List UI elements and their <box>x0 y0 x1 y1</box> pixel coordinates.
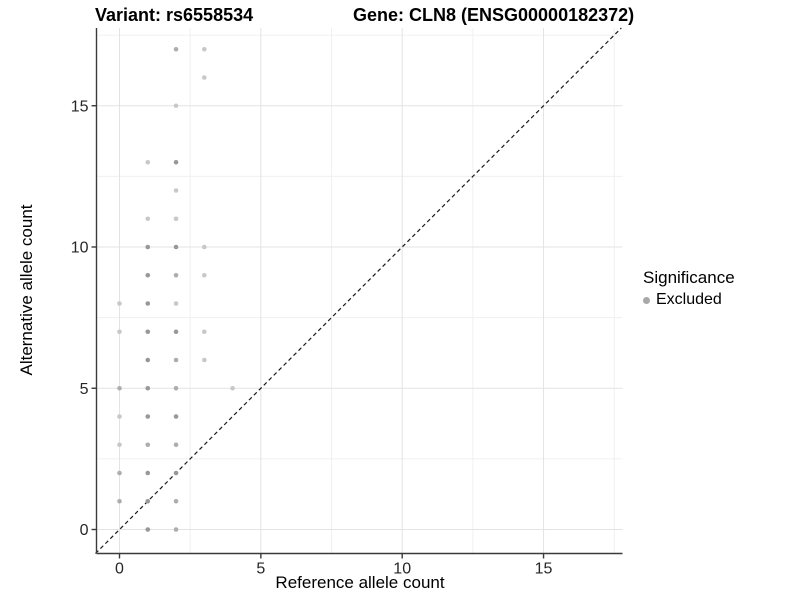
data-point <box>230 385 235 391</box>
identity-line <box>95 27 622 554</box>
data-point <box>173 357 179 363</box>
data-point <box>117 414 122 419</box>
data-point <box>173 470 179 476</box>
legend: Significance Excluded <box>643 268 735 309</box>
legend-item-label: Excluded <box>656 291 722 308</box>
x-tick-label: 15 <box>535 561 553 578</box>
data-point <box>202 272 207 278</box>
data-point <box>173 272 179 278</box>
data-point <box>117 329 122 335</box>
y-tick-label: 15 <box>71 98 89 115</box>
data-point <box>173 188 179 193</box>
legend-point-icon <box>643 296 650 304</box>
data-point <box>202 75 207 80</box>
data-point <box>145 527 151 532</box>
data-point <box>173 301 179 306</box>
data-point <box>117 442 122 448</box>
data-point <box>145 470 151 476</box>
data-point <box>202 357 207 363</box>
gene-title: Gene: CLN8 (ENSG00000182372) <box>353 5 635 25</box>
data-point <box>173 527 179 532</box>
data-point <box>117 301 122 306</box>
y-tick-label: 10 <box>71 240 89 257</box>
data-point <box>145 414 151 419</box>
data-point <box>145 329 151 335</box>
data-point <box>145 272 151 278</box>
x-axis-title: Reference allele count <box>275 573 445 592</box>
y-tick-label: 5 <box>80 381 89 398</box>
data-point <box>117 470 122 476</box>
data-point <box>173 414 179 419</box>
data-point <box>173 103 179 109</box>
data-point <box>145 159 151 165</box>
data-point <box>202 244 207 250</box>
data-point <box>117 498 122 504</box>
data-point <box>173 244 179 250</box>
data-point <box>202 329 207 335</box>
data-point <box>145 498 151 504</box>
y-tick-label: 0 <box>80 522 89 539</box>
data-point <box>202 46 207 52</box>
data-point <box>173 216 179 222</box>
legend-item-excluded: Excluded <box>643 291 735 309</box>
variant-title: Variant: rs6558534 <box>95 5 254 25</box>
data-point <box>145 301 151 306</box>
data-point <box>145 357 151 363</box>
data-point <box>173 498 179 504</box>
data-point <box>145 385 151 391</box>
data-point <box>173 46 179 52</box>
legend-title: Significance <box>643 268 735 287</box>
x-tick-label: 5 <box>256 561 265 578</box>
x-tick-label: 0 <box>115 561 124 578</box>
data-point <box>173 329 179 335</box>
data-point <box>173 442 179 448</box>
data-point <box>117 385 122 391</box>
data-point <box>145 244 151 250</box>
y-axis-title: Alternative allele count <box>17 204 36 376</box>
x-tick-label: 10 <box>393 561 411 578</box>
data-point <box>145 216 151 222</box>
data-point <box>173 159 179 165</box>
data-point <box>145 442 151 448</box>
data-point <box>173 385 179 391</box>
